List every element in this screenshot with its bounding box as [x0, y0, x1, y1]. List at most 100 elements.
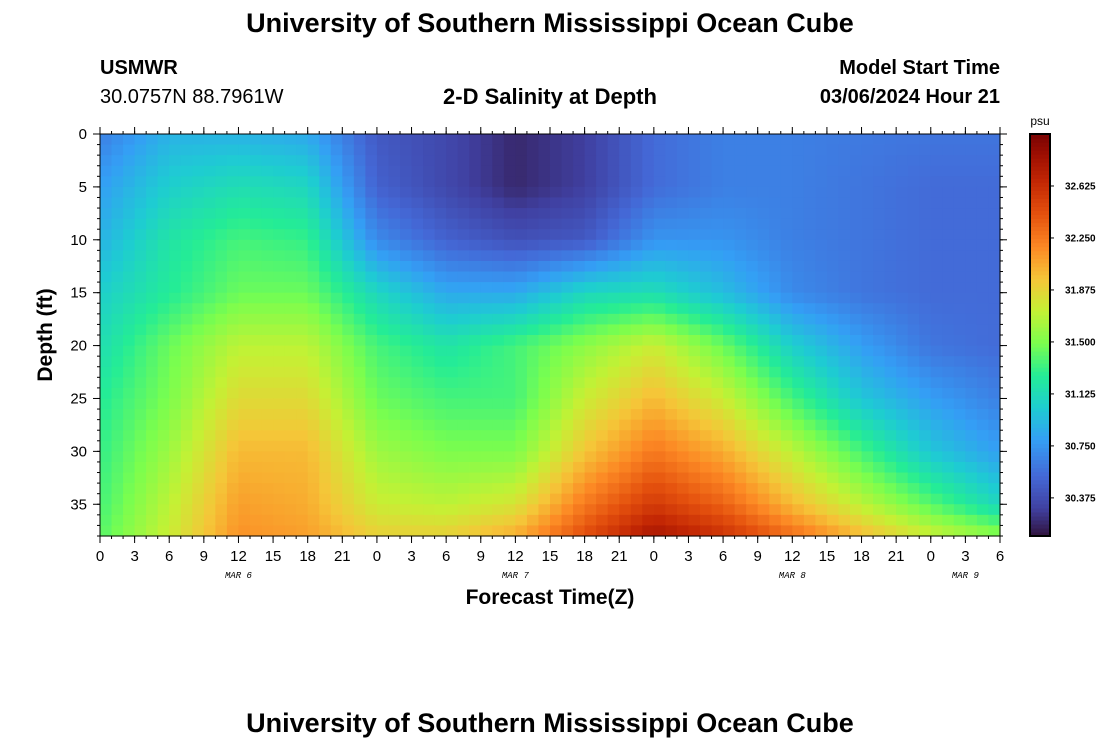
heatmap-cell	[192, 366, 205, 378]
heatmap-cell	[342, 303, 355, 315]
heatmap-cell	[930, 250, 943, 262]
heatmap-cell	[746, 430, 759, 442]
colorbar-segment	[1030, 375, 1050, 380]
heatmap-cell	[503, 197, 516, 209]
heatmap-cell	[469, 271, 482, 283]
heatmap-cell	[965, 440, 978, 452]
heatmap-cell	[561, 335, 574, 347]
heatmap-cell	[780, 335, 793, 347]
heatmap-cell	[665, 324, 678, 336]
heatmap-cell	[953, 366, 966, 378]
heatmap-cell	[884, 356, 897, 368]
heatmap-cell	[619, 134, 632, 146]
heatmap-cell	[757, 472, 770, 484]
heatmap-cell	[850, 483, 863, 495]
heatmap-cell	[884, 239, 897, 251]
heatmap-cell	[653, 271, 666, 283]
heatmap-cell	[492, 504, 505, 516]
heatmap-cell	[157, 387, 170, 400]
heatmap-cell	[815, 335, 828, 347]
heatmap-cell	[296, 366, 309, 378]
heatmap-cell	[388, 356, 401, 368]
heatmap-cell	[619, 282, 632, 294]
heatmap-cell	[111, 144, 124, 156]
heatmap-cell	[469, 239, 482, 251]
colorbar-segment	[1030, 495, 1050, 501]
heatmap-cell	[746, 313, 759, 326]
heatmap-cell	[988, 239, 1001, 251]
heatmap-cell	[976, 387, 990, 400]
heatmap-cell	[538, 387, 551, 400]
heatmap-cell	[411, 155, 424, 167]
heatmap-cell	[446, 271, 459, 283]
heatmap-cell	[573, 409, 586, 421]
heatmap-cell	[203, 271, 216, 283]
heatmap-cell	[953, 387, 966, 400]
heatmap-cell	[261, 430, 274, 442]
heatmap-cell	[965, 271, 978, 283]
heatmap-cell	[861, 461, 874, 474]
heatmap-cell	[953, 260, 966, 273]
heatmap-cell	[307, 239, 320, 251]
heatmap-cell	[642, 303, 655, 315]
heatmap-cell	[376, 472, 390, 484]
colorbar-segment	[1030, 258, 1050, 264]
heatmap-cell	[953, 472, 966, 484]
heatmap-cell	[284, 271, 297, 283]
heatmap-cell	[376, 239, 390, 251]
heatmap-cell	[411, 282, 424, 294]
heatmap-cell	[907, 218, 920, 230]
heatmap-cell	[561, 504, 574, 516]
heatmap-cell	[319, 356, 332, 368]
colorbar-segment	[1030, 246, 1050, 252]
heatmap-cell	[873, 313, 886, 326]
heatmap-cell	[653, 440, 666, 452]
heatmap-cell	[619, 387, 632, 400]
heatmap-cell	[296, 134, 309, 146]
heatmap-cell	[353, 472, 366, 484]
heatmap-cell	[746, 229, 759, 241]
heatmap-cell	[711, 483, 724, 495]
heatmap-cell	[284, 504, 297, 516]
heatmap-cell	[688, 409, 701, 421]
heatmap-cell	[226, 525, 240, 537]
heatmap-cell	[146, 419, 159, 431]
heatmap-cell	[919, 472, 932, 484]
heatmap-cell	[353, 387, 366, 400]
heatmap-cell	[826, 419, 840, 431]
heatmap-cell	[342, 176, 355, 188]
heatmap-cell	[907, 345, 920, 357]
heatmap-cell	[388, 472, 401, 484]
heatmap-cell	[607, 483, 620, 495]
heatmap-cell	[815, 197, 828, 209]
heatmap-cell	[826, 165, 840, 177]
heatmap-cell	[942, 430, 955, 442]
colorbar-segment	[1030, 138, 1050, 143]
heatmap-cell	[250, 345, 263, 357]
heatmap-cell	[111, 239, 124, 251]
heatmap-cell	[700, 451, 713, 463]
heatmap-cell	[296, 303, 309, 315]
heatmap-cell	[780, 186, 793, 199]
heatmap-cell	[965, 218, 978, 230]
heatmap-cell	[330, 451, 343, 463]
heatmap-cell	[261, 239, 274, 251]
heatmap-cell	[757, 525, 770, 537]
colorbar-segment	[1030, 371, 1050, 376]
heatmap-cell	[238, 335, 251, 347]
heatmap-cell	[296, 292, 309, 304]
heatmap-cell	[746, 472, 759, 484]
heatmap-cell	[203, 451, 216, 463]
colorbar-tick-label: 32.250	[1065, 233, 1096, 244]
heatmap-cell	[930, 409, 943, 421]
heatmap-cell	[423, 440, 436, 452]
heatmap-cell	[630, 324, 643, 336]
heatmap-cell	[757, 282, 770, 294]
heatmap-cell	[100, 303, 113, 315]
heatmap-cell	[965, 387, 978, 400]
heatmap-cell	[653, 176, 666, 188]
heatmap-cell	[930, 324, 943, 336]
heatmap-cell	[630, 239, 643, 251]
heatmap-cell	[446, 324, 459, 336]
heatmap-cell	[353, 250, 366, 262]
